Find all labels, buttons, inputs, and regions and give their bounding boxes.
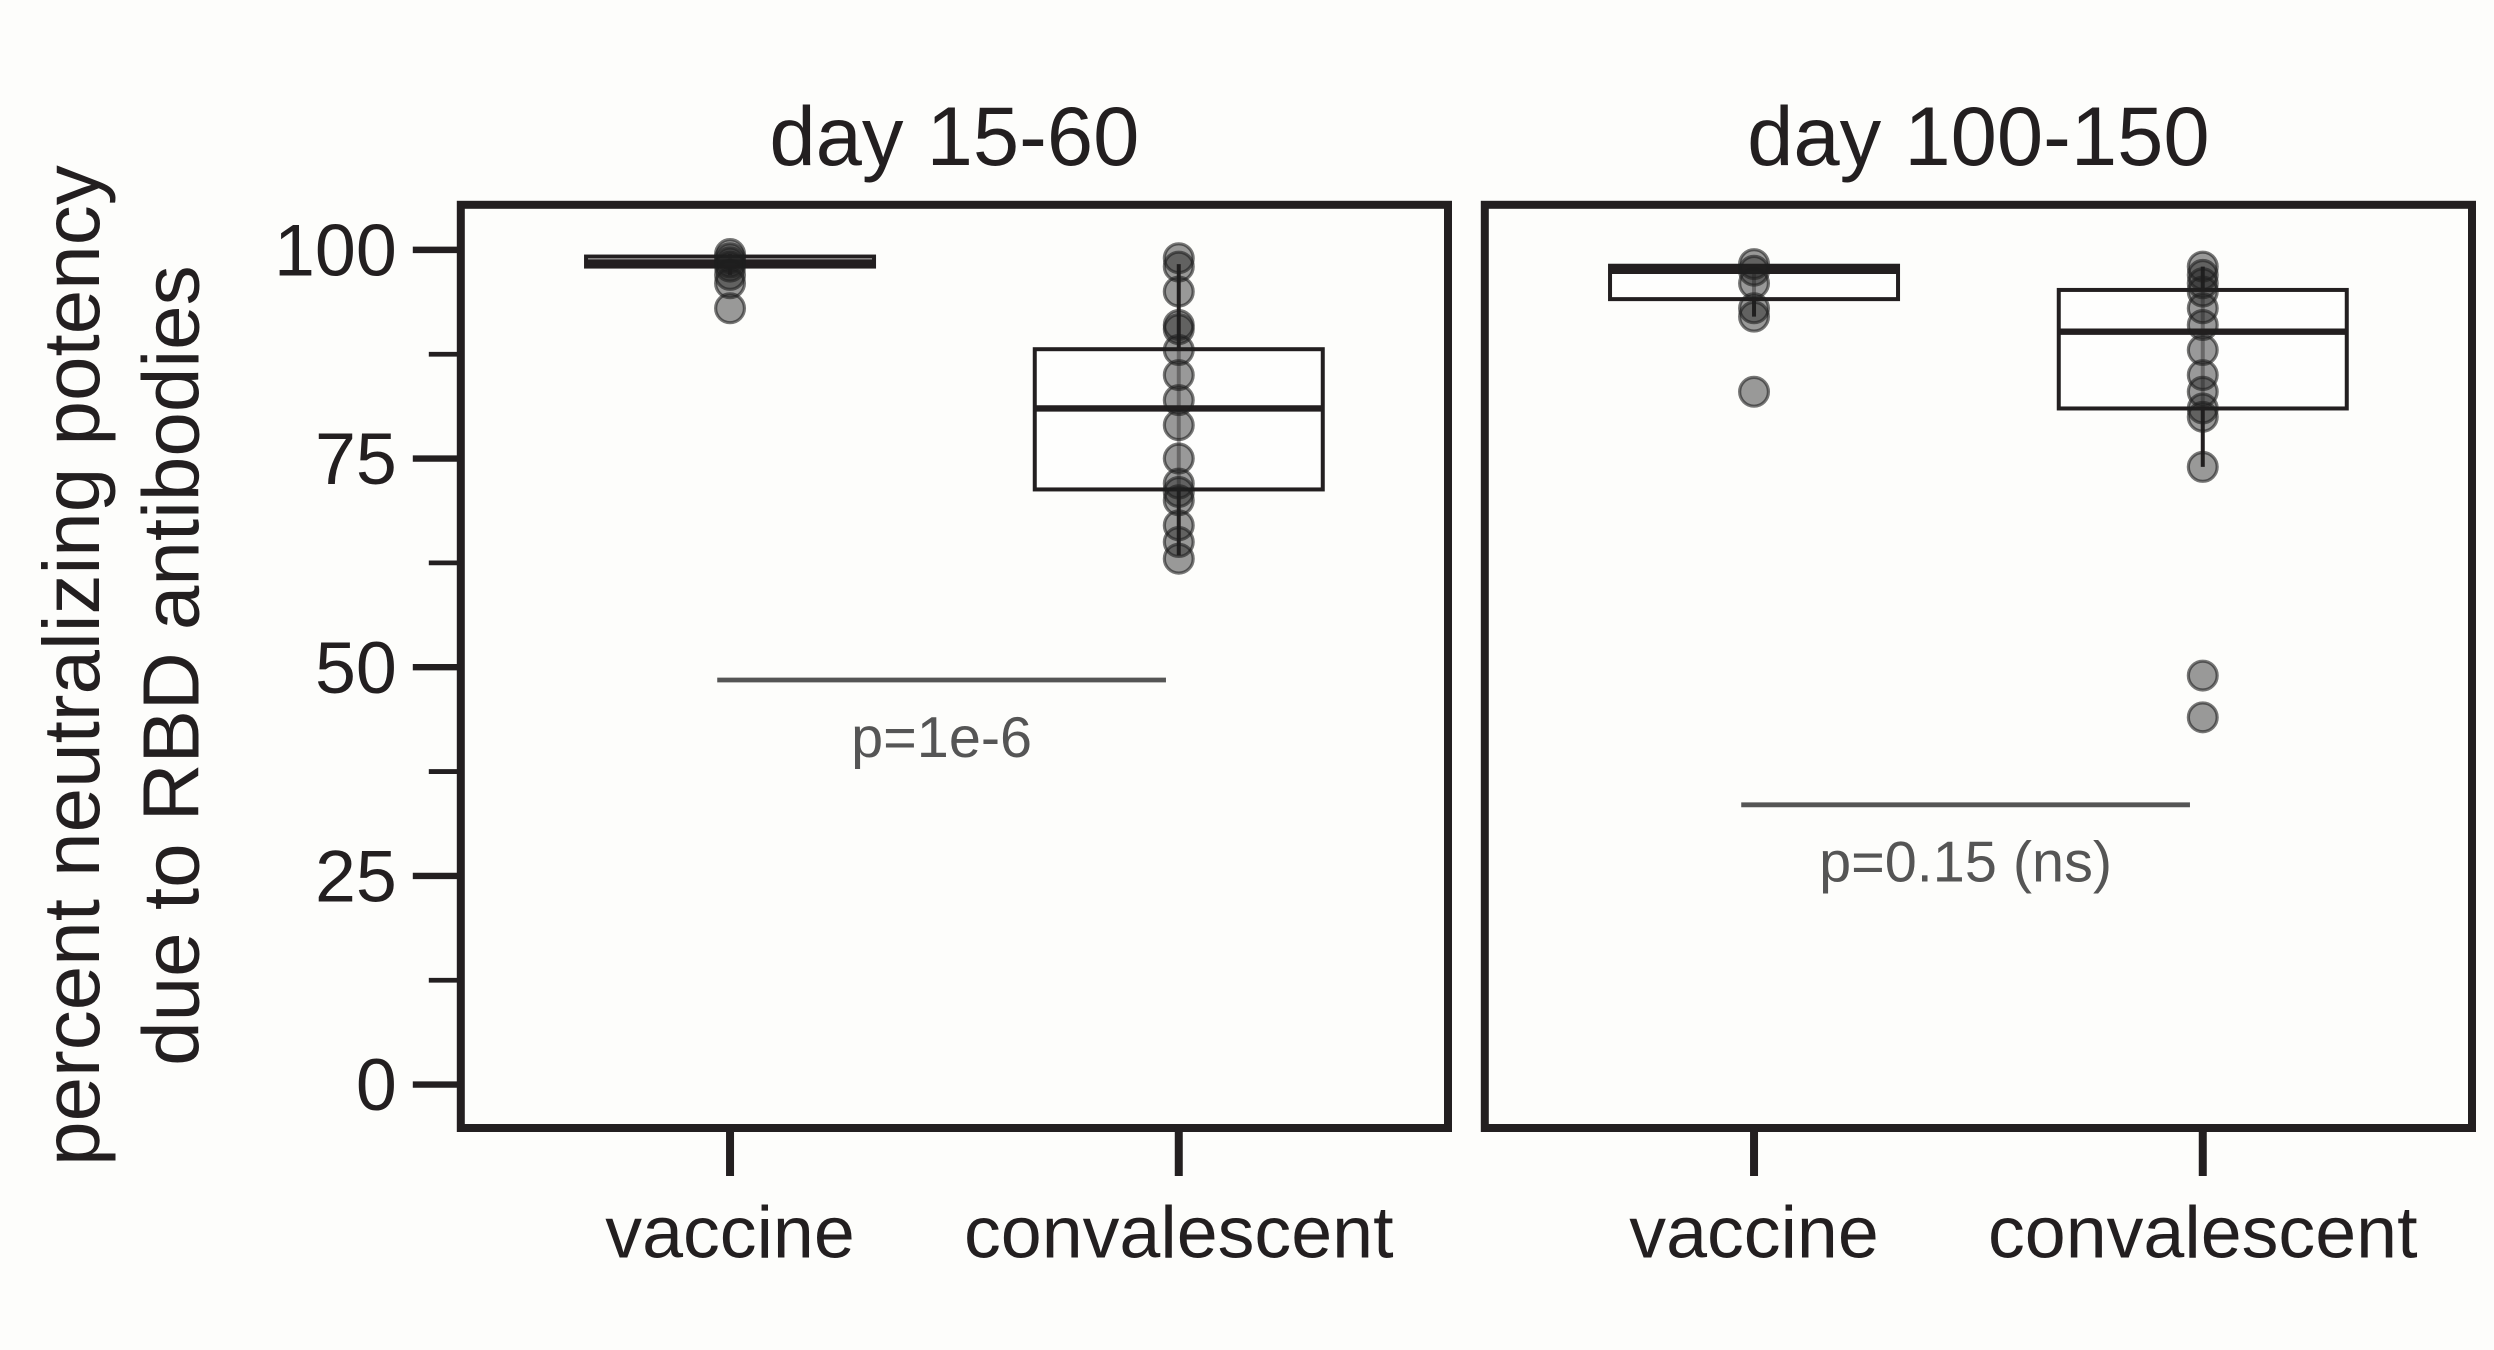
data-point <box>2186 275 2219 308</box>
x-tick-label: convalescent <box>1988 1191 2418 1274</box>
x-tick-label: vaccine <box>605 1191 855 1274</box>
data-point <box>1162 509 1195 542</box>
data-point <box>2186 258 2219 291</box>
data-point <box>2186 400 2219 433</box>
data-point <box>1162 484 1195 517</box>
x-tick-label: convalescent <box>964 1191 1394 1274</box>
data-point <box>1162 359 1195 392</box>
data-point <box>1162 526 1195 559</box>
data-point <box>1162 275 1195 308</box>
x-tick-label: vaccine <box>1629 1191 1879 1274</box>
data-point <box>2186 292 2219 325</box>
data-point <box>1162 409 1195 442</box>
data-point <box>1162 334 1195 367</box>
data-point <box>1738 300 1771 333</box>
data-point <box>1738 375 1771 408</box>
data-point <box>714 258 747 291</box>
data-point <box>1162 467 1195 500</box>
data-point <box>2186 375 2219 408</box>
data-point <box>1162 384 1195 417</box>
data-point <box>1738 292 1771 325</box>
data-point <box>1738 254 1771 287</box>
panel-frame <box>1480 200 2476 1132</box>
y-tick-label: 100 <box>274 208 397 291</box>
data-point <box>714 250 747 283</box>
data-point <box>2186 701 2219 734</box>
data-point <box>2186 267 2219 300</box>
data-point <box>714 267 747 300</box>
significance-label: p=0.15 (ns) <box>1819 831 2112 895</box>
y-axis-label: due to RBD antibodies <box>126 265 215 1066</box>
data-point <box>1162 242 1195 275</box>
y-tick-label: 25 <box>315 835 397 918</box>
data-point <box>1162 442 1195 475</box>
data-point <box>2186 308 2219 341</box>
data-point <box>714 292 747 325</box>
y-tick-label: 0 <box>356 1043 397 1126</box>
panel-title: day 15-60 <box>769 90 1139 183</box>
data-point <box>2186 392 2219 425</box>
data-point <box>2186 250 2219 283</box>
data-point <box>2186 359 2219 392</box>
data-point <box>2186 659 2219 692</box>
box <box>1032 347 1325 492</box>
data-point <box>2186 450 2219 483</box>
y-tick-label: 75 <box>315 417 397 500</box>
panel-title: day 100-150 <box>1747 90 2210 183</box>
y-tick-label: 50 <box>315 626 397 709</box>
data-point <box>1738 267 1771 300</box>
data-point <box>1162 542 1195 575</box>
data-point <box>1162 250 1195 283</box>
data-point <box>1162 475 1195 508</box>
y-axis-label: percent neutralizing potency <box>27 165 116 1166</box>
significance-label: p=1e-6 <box>851 706 1032 770</box>
data-point <box>2186 334 2219 367</box>
